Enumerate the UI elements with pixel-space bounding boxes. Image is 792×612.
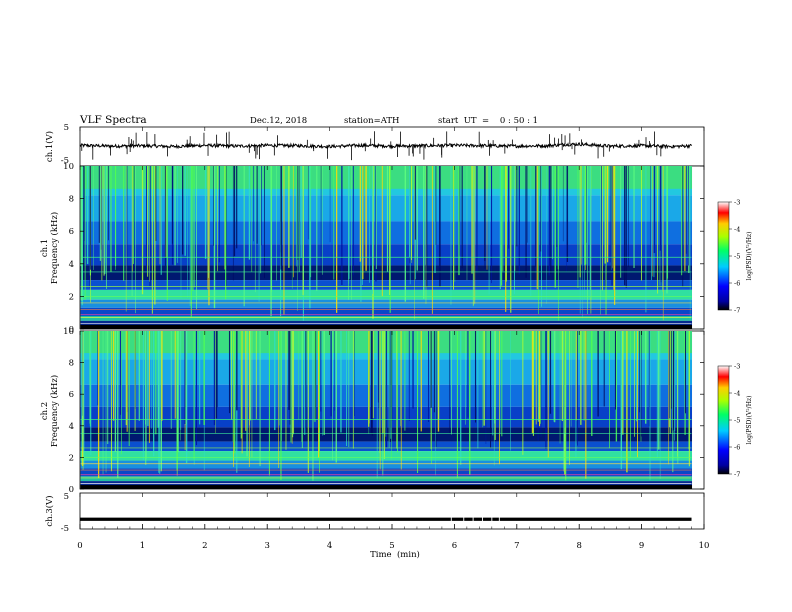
spectrogram-band: [80, 280, 693, 290]
x-tick-label: 0: [77, 541, 82, 551]
freq-tick-label: 8: [69, 359, 74, 369]
colorbar-1-label: log(PSD)(V²/Hz): [746, 232, 753, 281]
freq-tick-label: 0: [69, 325, 74, 335]
x-tick-label: 5: [389, 541, 394, 551]
ch1-ylabel: ch.1(V): [44, 131, 55, 162]
colorbar-2-label: log(PSD)(V²/Hz): [746, 396, 753, 445]
ch3-ytick-bottom: -5: [61, 524, 69, 534]
spectrogram-band: [80, 324, 693, 329]
station-label: station=ATH: [344, 116, 399, 126]
colorbar-tick-label: -7: [734, 471, 740, 479]
spectrogram-band: [80, 299, 693, 308]
freq-tick-label: 6: [69, 390, 74, 400]
x-tick-label: 7: [514, 541, 519, 551]
spectrogram-band: [80, 289, 693, 300]
colorbar-tick-label: -7: [734, 307, 740, 315]
x-tick-label: 4: [327, 541, 332, 551]
freq-tick-label: 10: [63, 162, 74, 172]
colorbar-2-ticks: -3 -4 -5 -6 -7: [729, 363, 740, 479]
date-label: Dec.12, 2018: [250, 116, 307, 126]
ch3-trace: [80, 517, 692, 522]
freq-tick-label: 6: [69, 227, 74, 237]
x-tick-label: 10: [699, 541, 710, 551]
spectrogram-band: [80, 476, 693, 482]
freq-tick-label: 2: [69, 453, 74, 463]
ch1-trace: [79, 141, 692, 150]
ch3-panel-frame: [79, 492, 705, 530]
start-time-label: start UT = 0 : 50 : 1: [438, 116, 538, 126]
ch3-waveform-panel: 5 -5 ch.3(V): [44, 492, 705, 534]
freq-tick-label: 2: [69, 292, 74, 302]
ch3-ylabel: ch.3(V): [44, 495, 55, 526]
colorbar-tick-label: -5: [734, 417, 740, 425]
spectrogram-band: [80, 265, 693, 281]
x-tick-label: 3: [264, 541, 269, 551]
colorbar-tick-label: -6: [734, 280, 740, 288]
ch1-spectrogram-channel-label: ch.1: [40, 239, 50, 257]
colorbar-tick-label: -3: [734, 363, 740, 371]
figure-title: VLF Spectra: [79, 114, 147, 126]
ch2-spectrogram-panel: 10 8 6 4 2 0 ch.2 Frequency (kHz): [40, 327, 705, 495]
ch1-spectrogram-ylabel: Frequency (kHz): [49, 212, 60, 284]
freq-tick-label: 0: [69, 485, 74, 495]
ch3-ytick-top: 5: [64, 492, 69, 502]
spectrogram-band: [80, 460, 693, 469]
ch2-spectrogram-ylabel: Frequency (kHz): [49, 375, 60, 447]
colorbar-1-ticks: -3 -4 -5 -6 -7: [729, 199, 740, 315]
freq-tick-label: 10: [63, 327, 74, 337]
colorbar-tick-label: -3: [734, 199, 740, 207]
x-tick-label: 6: [452, 541, 457, 551]
colorbar-tick-label: -6: [734, 444, 740, 452]
ch1-ytick-bottom: -5: [61, 156, 69, 166]
colorbar-tick-label: -5: [734, 253, 740, 261]
spectrogram-band: [80, 315, 693, 321]
time-axis-label: Time (min): [370, 549, 420, 560]
freq-tick-label: 4: [69, 422, 74, 432]
colorbar-tick-label: -4: [734, 226, 740, 234]
x-tick-label: 1: [140, 541, 145, 551]
ch1-spectrogram-image: [80, 166, 693, 329]
ch1-spikes: [81, 131, 662, 161]
ch1-waveform-panel: 5 -5 ch.1(V): [44, 123, 705, 167]
colorbar-1: -3 -4 -5 -6 -7 log(PSD)(V²/Hz): [717, 199, 753, 315]
colorbar-tick-label: -4: [734, 390, 740, 398]
x-tick-label: 9: [639, 541, 644, 551]
spectrogram-band: [80, 485, 693, 489]
ch1-spectrogram-panel: 10 8 6 4 2 0 ch.1 Frequency (kHz): [40, 162, 705, 335]
ch1-frequency-ticks: 10 8 6 4 2 0: [63, 162, 704, 335]
spectrogram-band: [80, 451, 693, 461]
x-tick-label: 2: [202, 541, 207, 551]
ch1-ytick-top: 5: [64, 123, 69, 133]
x-tick-label: 8: [576, 541, 581, 551]
freq-tick-label: 8: [69, 195, 74, 205]
colorbar-1-gradient: [717, 201, 730, 311]
ch2-spectrogram-image: [80, 331, 693, 489]
ch2-spectrogram-channel-label: ch.2: [40, 402, 50, 420]
time-axis: 0 1 2 3 4 5 6 7 8 9 10: [77, 127, 709, 551]
freq-tick-label: 4: [69, 260, 74, 270]
spectrogram-band: [80, 307, 693, 316]
colorbar-2-gradient: [717, 365, 730, 475]
spectrogram-band: [80, 468, 693, 477]
colorbar-2: -3 -4 -5 -6 -7 log(PSD)(V²/Hz): [717, 363, 753, 479]
ch2-frequency-ticks: 10 8 6 4 2 0: [63, 327, 704, 495]
